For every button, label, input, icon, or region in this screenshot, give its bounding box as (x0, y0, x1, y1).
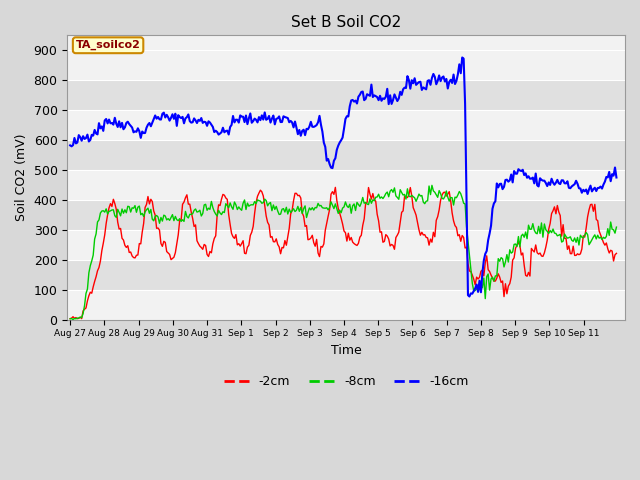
Text: TA_soilco2: TA_soilco2 (76, 40, 141, 50)
Bar (67, 140, 625, 170)
Bar (67, 260, 625, 290)
Title: Set B Soil CO2: Set B Soil CO2 (291, 15, 401, 30)
X-axis label: Time: Time (331, 344, 362, 357)
Bar (67, 230, 625, 260)
Bar (67, 50, 625, 80)
Bar (67, 110, 625, 140)
Bar (67, 290, 625, 320)
Legend: -2cm, -8cm, -16cm: -2cm, -8cm, -16cm (219, 370, 474, 393)
Bar (67, 200, 625, 230)
Bar (67, 170, 625, 200)
Bar (67, 36, 625, 50)
Y-axis label: Soil CO2 (mV): Soil CO2 (mV) (15, 134, 28, 221)
Bar (67, 80, 625, 110)
